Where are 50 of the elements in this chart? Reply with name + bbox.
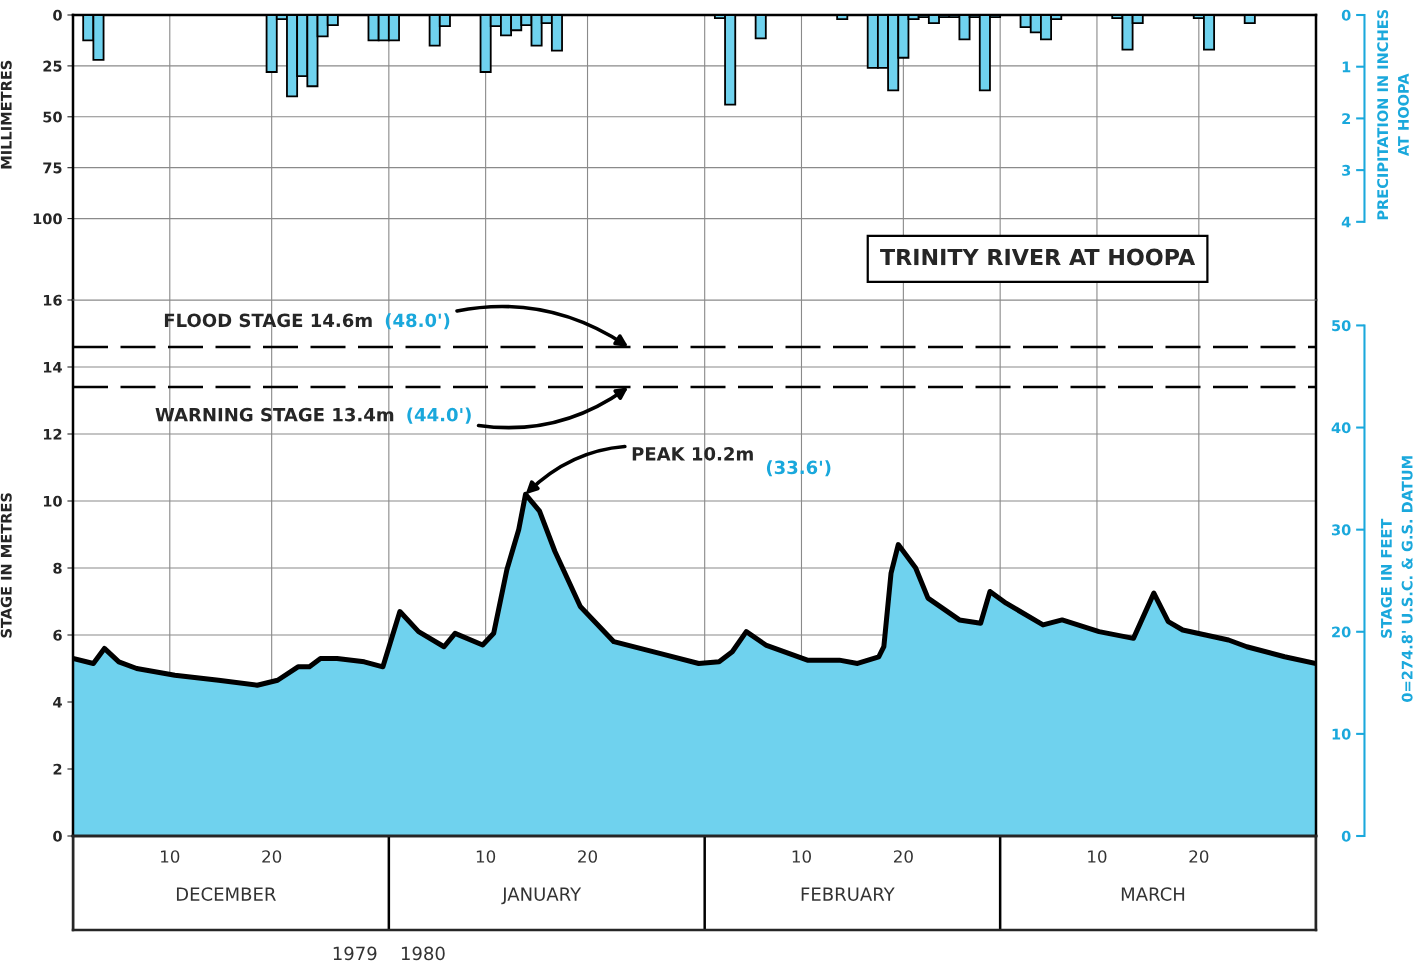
x-tick-label: 10 bbox=[476, 850, 496, 863]
y2-axis-title: STAGE IN FEET 0=274.8' U.S.C. & G.S. DATUM bbox=[1380, 456, 1413, 702]
text: TRINITY RIVER AT HOOPA bbox=[880, 248, 1196, 266]
x-tick-label: 10 bbox=[161, 850, 180, 863]
ref-line-label: WARNING STAGE 13.4m bbox=[155, 407, 394, 422]
x-tick-label: 20 bbox=[262, 850, 282, 863]
y-axis-title: STAGE IN METRES bbox=[0, 493, 12, 638]
x-tick-label: 20 bbox=[893, 850, 913, 863]
y2-tick-label: 4 bbox=[1341, 216, 1351, 228]
x-tick-label: 10 bbox=[792, 850, 811, 863]
y-tick-label: 100 bbox=[33, 213, 62, 225]
y-tick-label: 0 bbox=[53, 830, 62, 842]
y2-axis-title: PRECIPITATION IN INCHES AT HOOPA bbox=[1377, 9, 1409, 220]
x-tick-label: 20 bbox=[578, 850, 598, 863]
y-tick-label: 0 bbox=[53, 9, 62, 21]
y2-tick-label: 50 bbox=[1332, 320, 1351, 332]
y-tick-label: 12 bbox=[43, 428, 62, 440]
y-tick-label: 25 bbox=[43, 60, 62, 72]
y2-tick-label: 1 bbox=[1342, 61, 1351, 73]
y-tick-label: 8 bbox=[53, 562, 62, 574]
annotation: (48.0') bbox=[385, 313, 450, 330]
ref-line-label: FLOOD STAGE 14.6m bbox=[164, 313, 372, 328]
x2-tick-label: MARCH bbox=[1121, 887, 1185, 901]
annotation: PEAK 10.2m bbox=[632, 446, 753, 461]
y-tick-label: 16 bbox=[43, 294, 62, 306]
y2-tick-label: 10 bbox=[1332, 728, 1351, 740]
y-tick-label: 4 bbox=[53, 696, 62, 708]
y2-tick-label: 20 bbox=[1332, 626, 1351, 638]
y2-tick-label: 0 bbox=[1341, 830, 1351, 842]
x2-tick-label: JANUARY bbox=[501, 887, 582, 905]
y-tick-label: 50 bbox=[43, 111, 62, 123]
y-axis-title: MILLIMETRES bbox=[0, 60, 12, 169]
x2-tick-label: FEBRUARY bbox=[801, 887, 895, 901]
y2-tick-label: 2 bbox=[1342, 113, 1351, 124]
text: 1979 bbox=[333, 946, 377, 961]
y2-tick-label: 3 bbox=[1342, 164, 1351, 176]
y-tick-label: 6 bbox=[53, 629, 62, 641]
x-tick-label: 20 bbox=[1189, 850, 1209, 863]
annotation: (33.6') bbox=[766, 460, 831, 477]
text: 1980 bbox=[401, 946, 445, 961]
annotation: (44.0') bbox=[407, 407, 471, 424]
y-tick-label: 75 bbox=[43, 162, 62, 174]
y2-tick-label: 0 bbox=[1341, 9, 1351, 21]
x-tick-label: 10 bbox=[1088, 850, 1107, 863]
y-tick-label: 10 bbox=[43, 495, 62, 507]
y2-tick-label: 30 bbox=[1331, 524, 1351, 536]
y-tick-label: 14 bbox=[43, 361, 62, 373]
y2-tick-label: 40 bbox=[1331, 422, 1351, 434]
x2-tick-label: DECEMBER bbox=[176, 887, 276, 901]
y-tick-label: 2 bbox=[53, 763, 62, 775]
